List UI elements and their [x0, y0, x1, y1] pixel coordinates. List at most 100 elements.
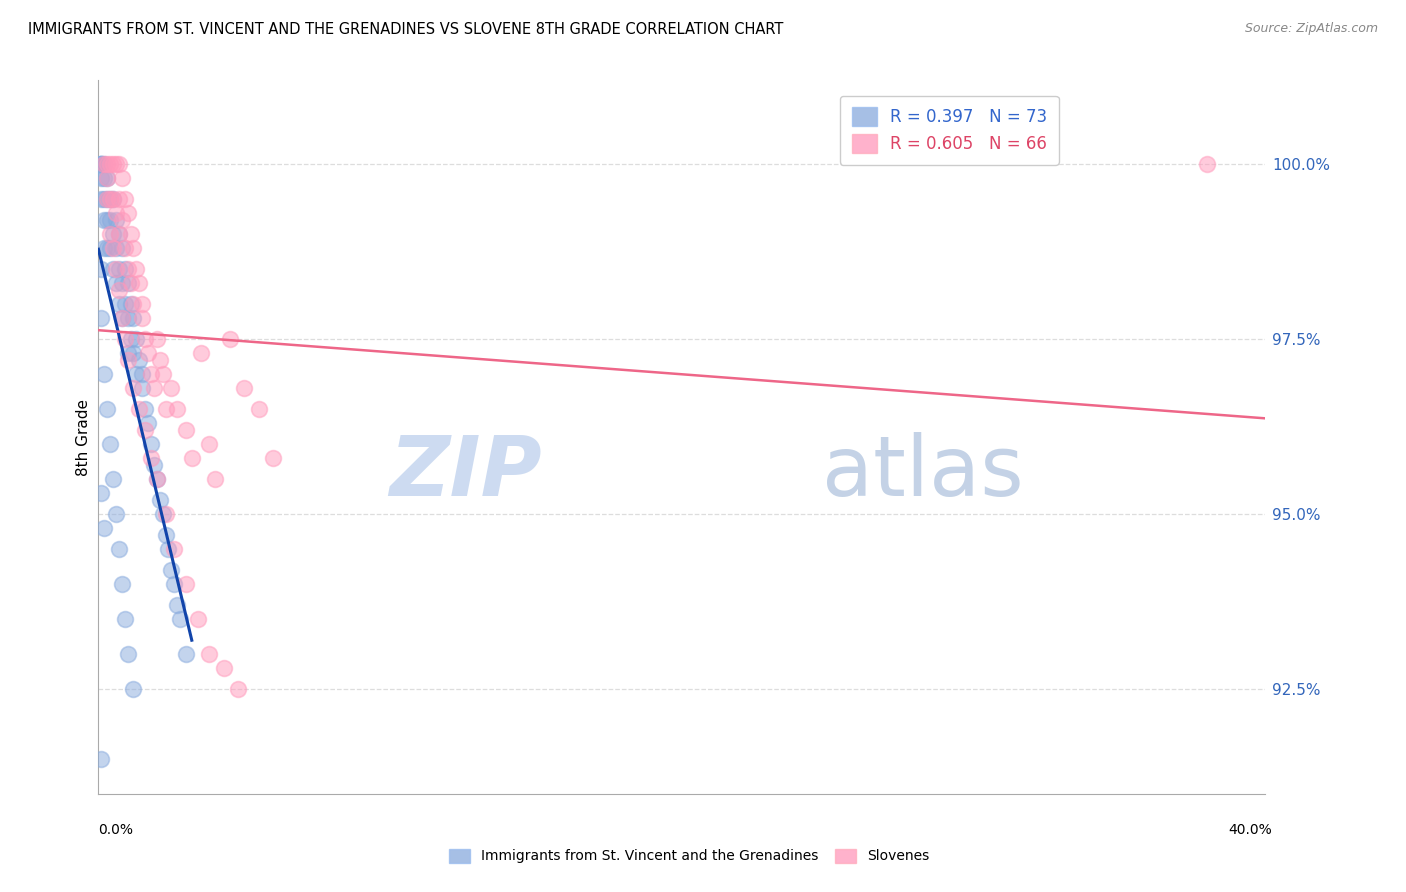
Point [108, 283, 131, 297]
Point [96, 213, 118, 227]
Point [98, 192, 121, 206]
Point [90, 311, 112, 326]
Text: 40.0%: 40.0% [1229, 823, 1272, 837]
Point [93, 192, 115, 206]
Point [93, 157, 115, 171]
Point [104, 206, 127, 220]
Point [149, 353, 172, 368]
Text: atlas: atlas [823, 433, 1024, 513]
Point [128, 353, 150, 368]
Point [93, 171, 115, 186]
Point [93, 241, 115, 255]
Point [139, 437, 162, 451]
Point [146, 472, 169, 486]
Point [90, 752, 112, 766]
Point [98, 213, 121, 227]
Point [122, 311, 145, 326]
Point [101, 227, 124, 242]
Text: 0.0%: 0.0% [98, 823, 134, 837]
Point [174, 423, 197, 437]
Point [114, 612, 136, 626]
Point [190, 346, 212, 360]
Point [180, 451, 202, 466]
Text: IMMIGRANTS FROM ST. VINCENT AND THE GRENADINES VS SLOVENE 8TH GRADE CORRELATION : IMMIGRANTS FROM ST. VINCENT AND THE GREN… [28, 22, 783, 37]
Point [96, 192, 118, 206]
Point [120, 297, 142, 311]
Point [90, 171, 112, 186]
Point [163, 541, 186, 556]
Point [114, 262, 136, 277]
Point [136, 416, 159, 430]
Point [114, 332, 136, 346]
Point [122, 681, 145, 696]
Point [187, 612, 209, 626]
Point [152, 367, 174, 381]
Point [247, 402, 270, 417]
Point [101, 157, 124, 171]
Point [198, 437, 221, 451]
Point [108, 262, 131, 277]
Point [101, 192, 124, 206]
Point [114, 297, 136, 311]
Point [139, 451, 162, 466]
Point [111, 171, 134, 186]
Point [218, 332, 240, 346]
Point [98, 227, 121, 242]
Point [122, 241, 145, 255]
Point [155, 402, 177, 417]
Text: Source: ZipAtlas.com: Source: ZipAtlas.com [1244, 22, 1378, 36]
Point [96, 241, 118, 255]
Point [125, 367, 148, 381]
Point [90, 157, 112, 171]
Point [262, 451, 284, 466]
Point [152, 507, 174, 521]
Point [96, 192, 118, 206]
Point [90, 262, 112, 277]
Point [142, 458, 165, 472]
Point [111, 276, 134, 290]
Point [93, 157, 115, 171]
Point [101, 241, 124, 255]
Point [134, 332, 156, 346]
Point [128, 276, 150, 290]
Point [104, 213, 127, 227]
Point [98, 192, 121, 206]
Point [117, 311, 139, 326]
Point [136, 346, 159, 360]
Point [108, 227, 131, 242]
Point [114, 241, 136, 255]
Point [155, 507, 177, 521]
Point [233, 381, 256, 395]
Point [174, 577, 197, 591]
Point [125, 332, 148, 346]
Point [101, 472, 124, 486]
Legend: Immigrants from St. Vincent and the Grenadines, Slovenes: Immigrants from St. Vincent and the Gren… [443, 843, 935, 869]
Point [166, 402, 188, 417]
Point [117, 346, 139, 360]
Point [131, 367, 153, 381]
Point [155, 528, 177, 542]
Point [160, 563, 183, 577]
Point [117, 647, 139, 661]
Point [212, 661, 235, 675]
Point [228, 681, 250, 696]
Point [104, 507, 127, 521]
Point [128, 402, 150, 417]
Point [117, 276, 139, 290]
Point [122, 346, 145, 360]
Point [160, 381, 183, 395]
Point [198, 647, 221, 661]
Point [120, 332, 142, 346]
Point [157, 541, 180, 556]
Point [96, 402, 118, 417]
Point [134, 423, 156, 437]
Point [93, 367, 115, 381]
Point [131, 311, 153, 326]
Point [93, 521, 115, 535]
Point [108, 297, 131, 311]
Point [174, 647, 197, 661]
Point [104, 262, 127, 277]
Point [93, 213, 115, 227]
Point [96, 157, 118, 171]
Point [111, 213, 134, 227]
